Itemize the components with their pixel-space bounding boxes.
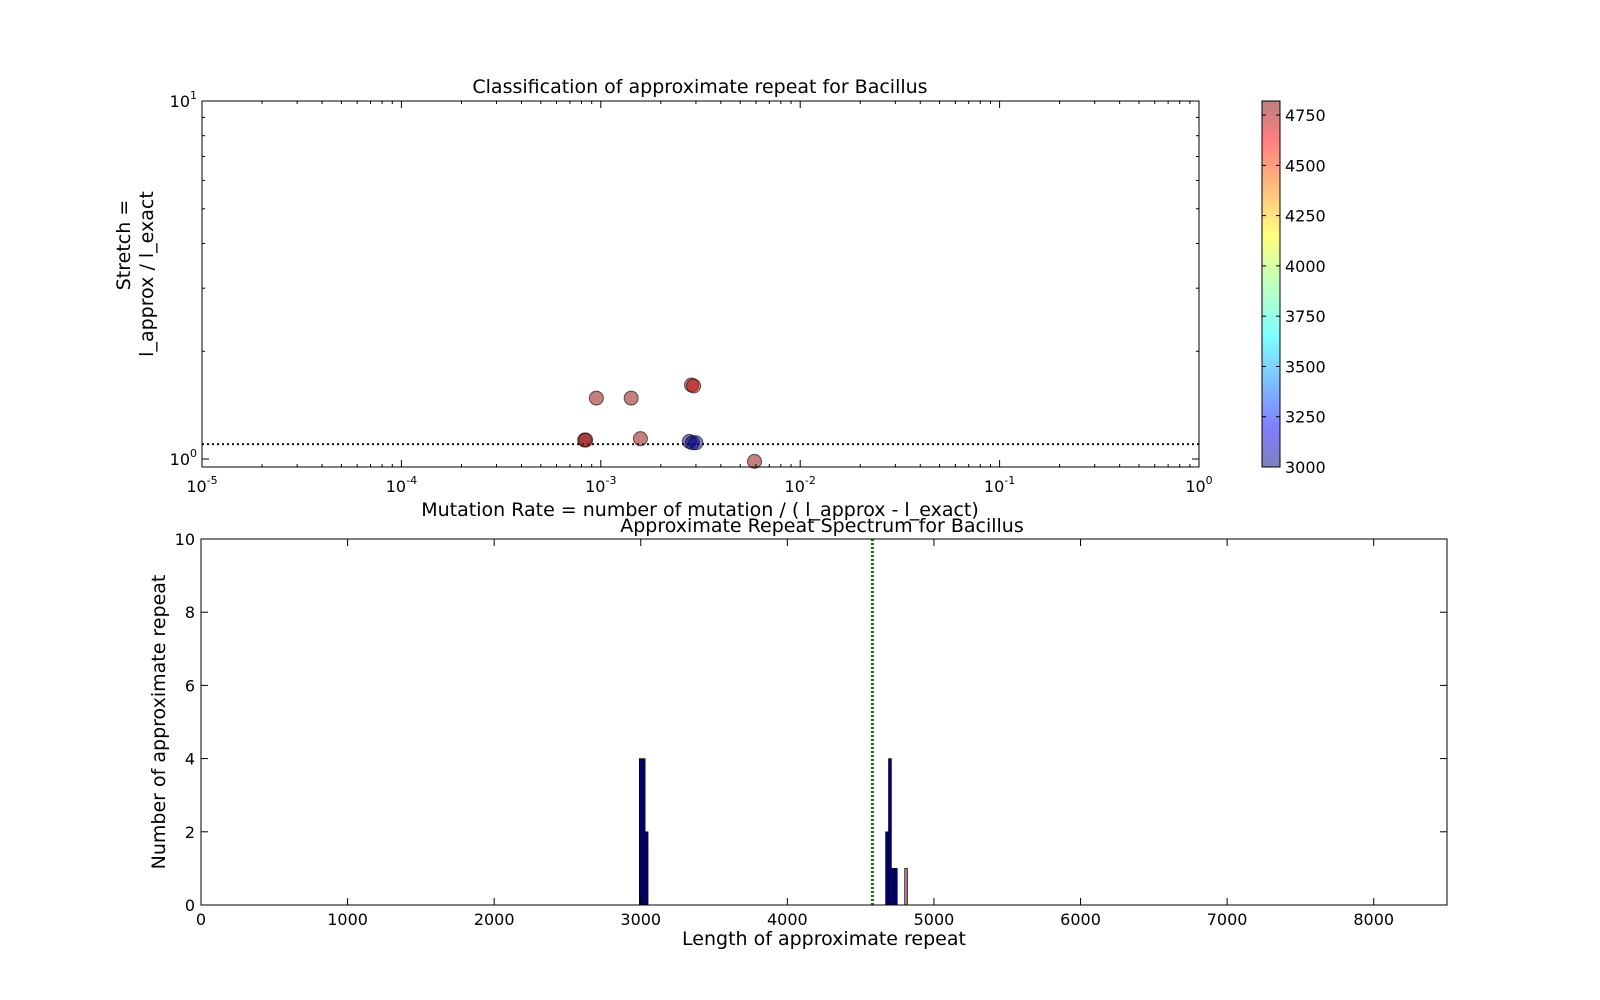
histogram-y-tick-label: 6	[185, 676, 195, 695]
histogram-x-tick-label: 3000	[620, 910, 661, 929]
histogram-x-tick-label: 1000	[327, 910, 368, 929]
colorbar: 3000 3250 3500 3750 4000 4250 4500 4750	[1261, 100, 1326, 477]
scatter-x-tick-label: 100	[1185, 474, 1212, 496]
scatter-y-tick-label: 100	[170, 447, 197, 469]
histogram-bar	[641, 758, 646, 906]
scatter-x-tick-label: 10-5	[186, 474, 217, 496]
scatter-title: Classification of approximate repeat for…	[472, 76, 927, 98]
scatter-points	[577, 377, 763, 469]
scatter-point	[747, 453, 763, 469]
colorbar-tick-label: 4750	[1285, 106, 1326, 125]
histogram-y-tick-label: 4	[185, 750, 195, 769]
histogram-x-tick-label: 4000	[767, 910, 808, 929]
histogram-y-tick-label: 0	[185, 896, 195, 915]
colorbar-tick-label: 3000	[1285, 458, 1326, 477]
colorbar-tick-label: 4250	[1285, 207, 1326, 226]
scatter-x-tick-label: 10-1	[984, 474, 1015, 496]
scatter-x-axis-label: Mutation Rate = number of mutation / ( l…	[421, 499, 979, 521]
histogram-y-axis-label: Number of approximate repeat	[148, 575, 170, 870]
histogram-bars	[638, 758, 908, 906]
scatter-x-tick-label: 10-4	[386, 474, 417, 496]
scatter-y-tick-label: 101	[170, 89, 197, 111]
colorbar-tick-label: 3750	[1285, 307, 1326, 326]
histogram-y-tick-label: 10	[175, 530, 195, 549]
histogram-y-ticks: 0 2 4 6 8 10	[175, 530, 1447, 915]
histogram-x-tick-label: 6000	[1060, 910, 1101, 929]
scatter-y-axis-label-line2: l_approx / l_exact	[136, 191, 158, 357]
histogram-x-axis-label: Length of approximate repeat	[682, 928, 966, 950]
scatter-point	[578, 432, 594, 448]
scatter-y-ticks: 100 101	[170, 89, 1199, 469]
histogram-chart: Approximate Repeat Spectrum for Bacillus…	[148, 515, 1448, 950]
scatter-plot-frame	[201, 100, 1200, 468]
histogram-plot-frame	[200, 538, 1448, 906]
scatter-point	[688, 435, 704, 451]
histogram-x-ticks: 0 1000 2000 3000 4000 5000 6000 7000 8000	[196, 539, 1394, 929]
colorbar-ticks: 3000 3250 3500 3750 4000 4250 4500 4750	[1262, 106, 1326, 477]
histogram-x-tick-label: 2000	[474, 910, 515, 929]
scatter-x-ticks: 10-5 10-4 10-3 10-2 10-1 100	[186, 101, 1213, 496]
histogram-bar	[888, 758, 892, 906]
scatter-y-axis-label-line1: Stretch =	[113, 200, 135, 291]
histogram-y-tick-label: 2	[185, 823, 195, 842]
histogram-bar	[891, 868, 895, 906]
scatter-x-tick-label: 10-3	[585, 474, 616, 496]
colorbar-tick-label: 4500	[1285, 156, 1326, 175]
histogram-x-tick-label: 0	[196, 910, 206, 929]
colorbar-gradient	[1261, 100, 1281, 468]
colorbar-tick-label: 4000	[1285, 257, 1326, 276]
histogram-bar	[904, 868, 908, 906]
histogram-title: Approximate Repeat Spectrum for Bacillus	[620, 515, 1024, 537]
scatter-point	[632, 431, 648, 447]
colorbar-tick-label: 3500	[1285, 357, 1326, 376]
scatter-point	[588, 390, 604, 406]
scatter-x-tick-label: 10-2	[785, 474, 816, 496]
scatter-chart: Classification of approximate repeat for…	[113, 76, 1213, 521]
colorbar-tick-label: 3250	[1285, 408, 1326, 427]
histogram-x-tick-label: 8000	[1353, 910, 1394, 929]
scatter-point	[686, 378, 702, 394]
histogram-x-tick-label: 7000	[1207, 910, 1248, 929]
histogram-y-tick-label: 8	[185, 603, 195, 622]
histogram-bar	[638, 758, 643, 906]
histogram-bar	[894, 868, 898, 906]
histogram-x-tick-label: 5000	[914, 910, 955, 929]
histogram-bar	[644, 831, 649, 906]
histogram-bar	[885, 831, 889, 906]
scatter-point	[623, 390, 639, 406]
